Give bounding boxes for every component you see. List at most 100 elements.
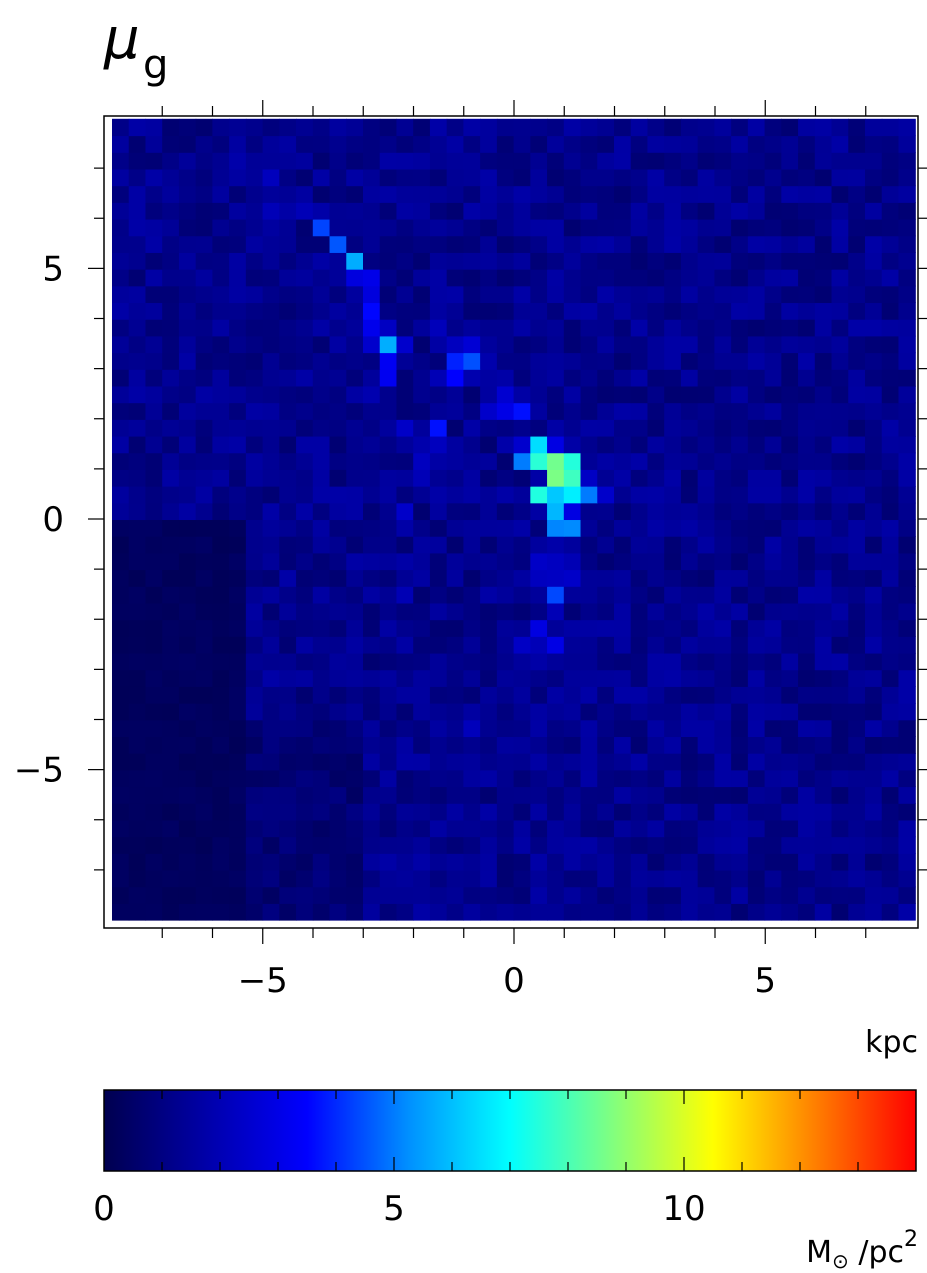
heatmap-cell [379,619,398,637]
heatmap-cell [898,118,916,137]
heatmap-cell [212,753,230,771]
heatmap-cell [547,469,565,487]
heatmap-cell [647,736,665,754]
heatmap-cell [697,335,716,354]
heatmap-cell [898,152,916,170]
heatmap-cell [714,786,732,804]
heatmap-cell [731,235,749,253]
heatmap-cell [463,753,481,771]
heatmap-cell [229,202,247,220]
heatmap-cell [329,536,347,554]
heatmap-cell [296,385,314,404]
heatmap-cell [848,335,866,354]
heatmap-cell [513,619,531,637]
heatmap-cell [112,853,130,871]
heatmap-cell [178,152,197,170]
heatmap-cell [614,486,632,504]
heatmap-cell [614,853,632,871]
heatmap-cell [413,435,431,454]
heatmap-cell [329,853,347,871]
heatmap-cell [245,786,264,804]
heatmap-cell [296,853,314,871]
heatmap-cell [798,168,816,187]
heatmap-cell [697,369,716,387]
heatmap-cell [865,519,883,537]
heatmap-cell [112,118,130,137]
heatmap-cell [781,235,799,253]
heatmap-cell [346,652,364,671]
heatmap-cell [647,569,665,587]
heatmap-cell [296,886,314,904]
heatmap-cell [480,669,498,687]
heatmap-cell [580,819,598,838]
heatmap-cell [597,803,615,821]
heatmap-cell [329,703,347,721]
heatmap-cell [814,319,833,337]
heatmap-cell [530,769,548,788]
heatmap-cell [614,218,632,237]
heatmap-cell [747,469,766,487]
heatmap-cell [496,769,515,788]
heatmap-cell [346,886,364,904]
heatmap-cell [798,719,816,738]
heatmap-cell [363,669,381,687]
heatmap-cell [697,536,716,554]
heatmap-cell [229,903,247,921]
heatmap-cell [245,836,264,854]
heatmap-cell [112,736,130,754]
heatmap-cell [329,352,347,370]
heatmap-cell [630,168,649,187]
heatmap-cell [262,519,280,537]
heatmap-cell [312,652,331,671]
heatmap-cell [764,202,782,220]
heatmap-cell [764,235,782,253]
heatmap-cell [212,435,230,454]
heatmap-cell [329,569,347,587]
heatmap-cell [530,652,548,671]
colorbar-unit-rest: /pc [849,1235,904,1270]
y-tick-label: 5 [42,249,64,289]
heatmap-cell [429,402,448,420]
heatmap-cell [697,836,716,854]
heatmap-cell [379,168,398,187]
heatmap-cell [329,636,347,654]
heatmap-cell [614,552,632,571]
heatmap-cell [329,152,347,170]
heatmap-cell [145,602,163,621]
heatmap-cell [413,369,431,387]
heatmap-cell [329,769,347,788]
heatmap-cell [898,686,916,704]
heatmap-cell [346,402,364,420]
heatmap-cell [731,469,749,487]
heatmap-cell [195,736,214,754]
heatmap-cell [245,853,264,871]
heatmap-cell [363,719,381,738]
heatmap-cell [814,803,833,821]
heatmap-cell [312,786,331,804]
heatmap-cell [162,285,180,304]
heatmap-cell [128,352,147,370]
heatmap-cell [363,335,381,354]
heatmap-cell [128,419,147,437]
heatmap-cell [480,602,498,621]
heatmap-cell [212,486,230,504]
heatmap-cell [647,185,665,203]
heatmap-cell [162,118,180,137]
heatmap-cell [714,185,732,203]
heatmap-cell [614,252,632,270]
heatmap-cell [112,452,130,470]
heatmap-cell [697,636,716,654]
heatmap-cell [145,419,163,437]
heatmap-cell [647,903,665,921]
heatmap-cell [429,569,448,587]
heatmap-cell [781,469,799,487]
heatmap-cell [229,152,247,170]
heatmap-cell [312,369,331,387]
heatmap-cell [664,486,682,504]
heatmap-cell [614,703,632,721]
heatmap-cell [396,402,414,420]
heatmap-cell [614,402,632,420]
heatmap-cell [647,502,665,521]
heatmap-cell [865,252,883,270]
heatmap-cell [865,719,883,738]
